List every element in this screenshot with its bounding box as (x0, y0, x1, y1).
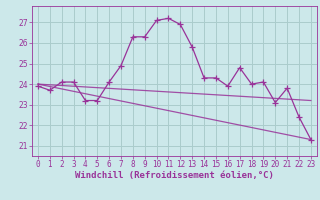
X-axis label: Windchill (Refroidissement éolien,°C): Windchill (Refroidissement éolien,°C) (75, 171, 274, 180)
